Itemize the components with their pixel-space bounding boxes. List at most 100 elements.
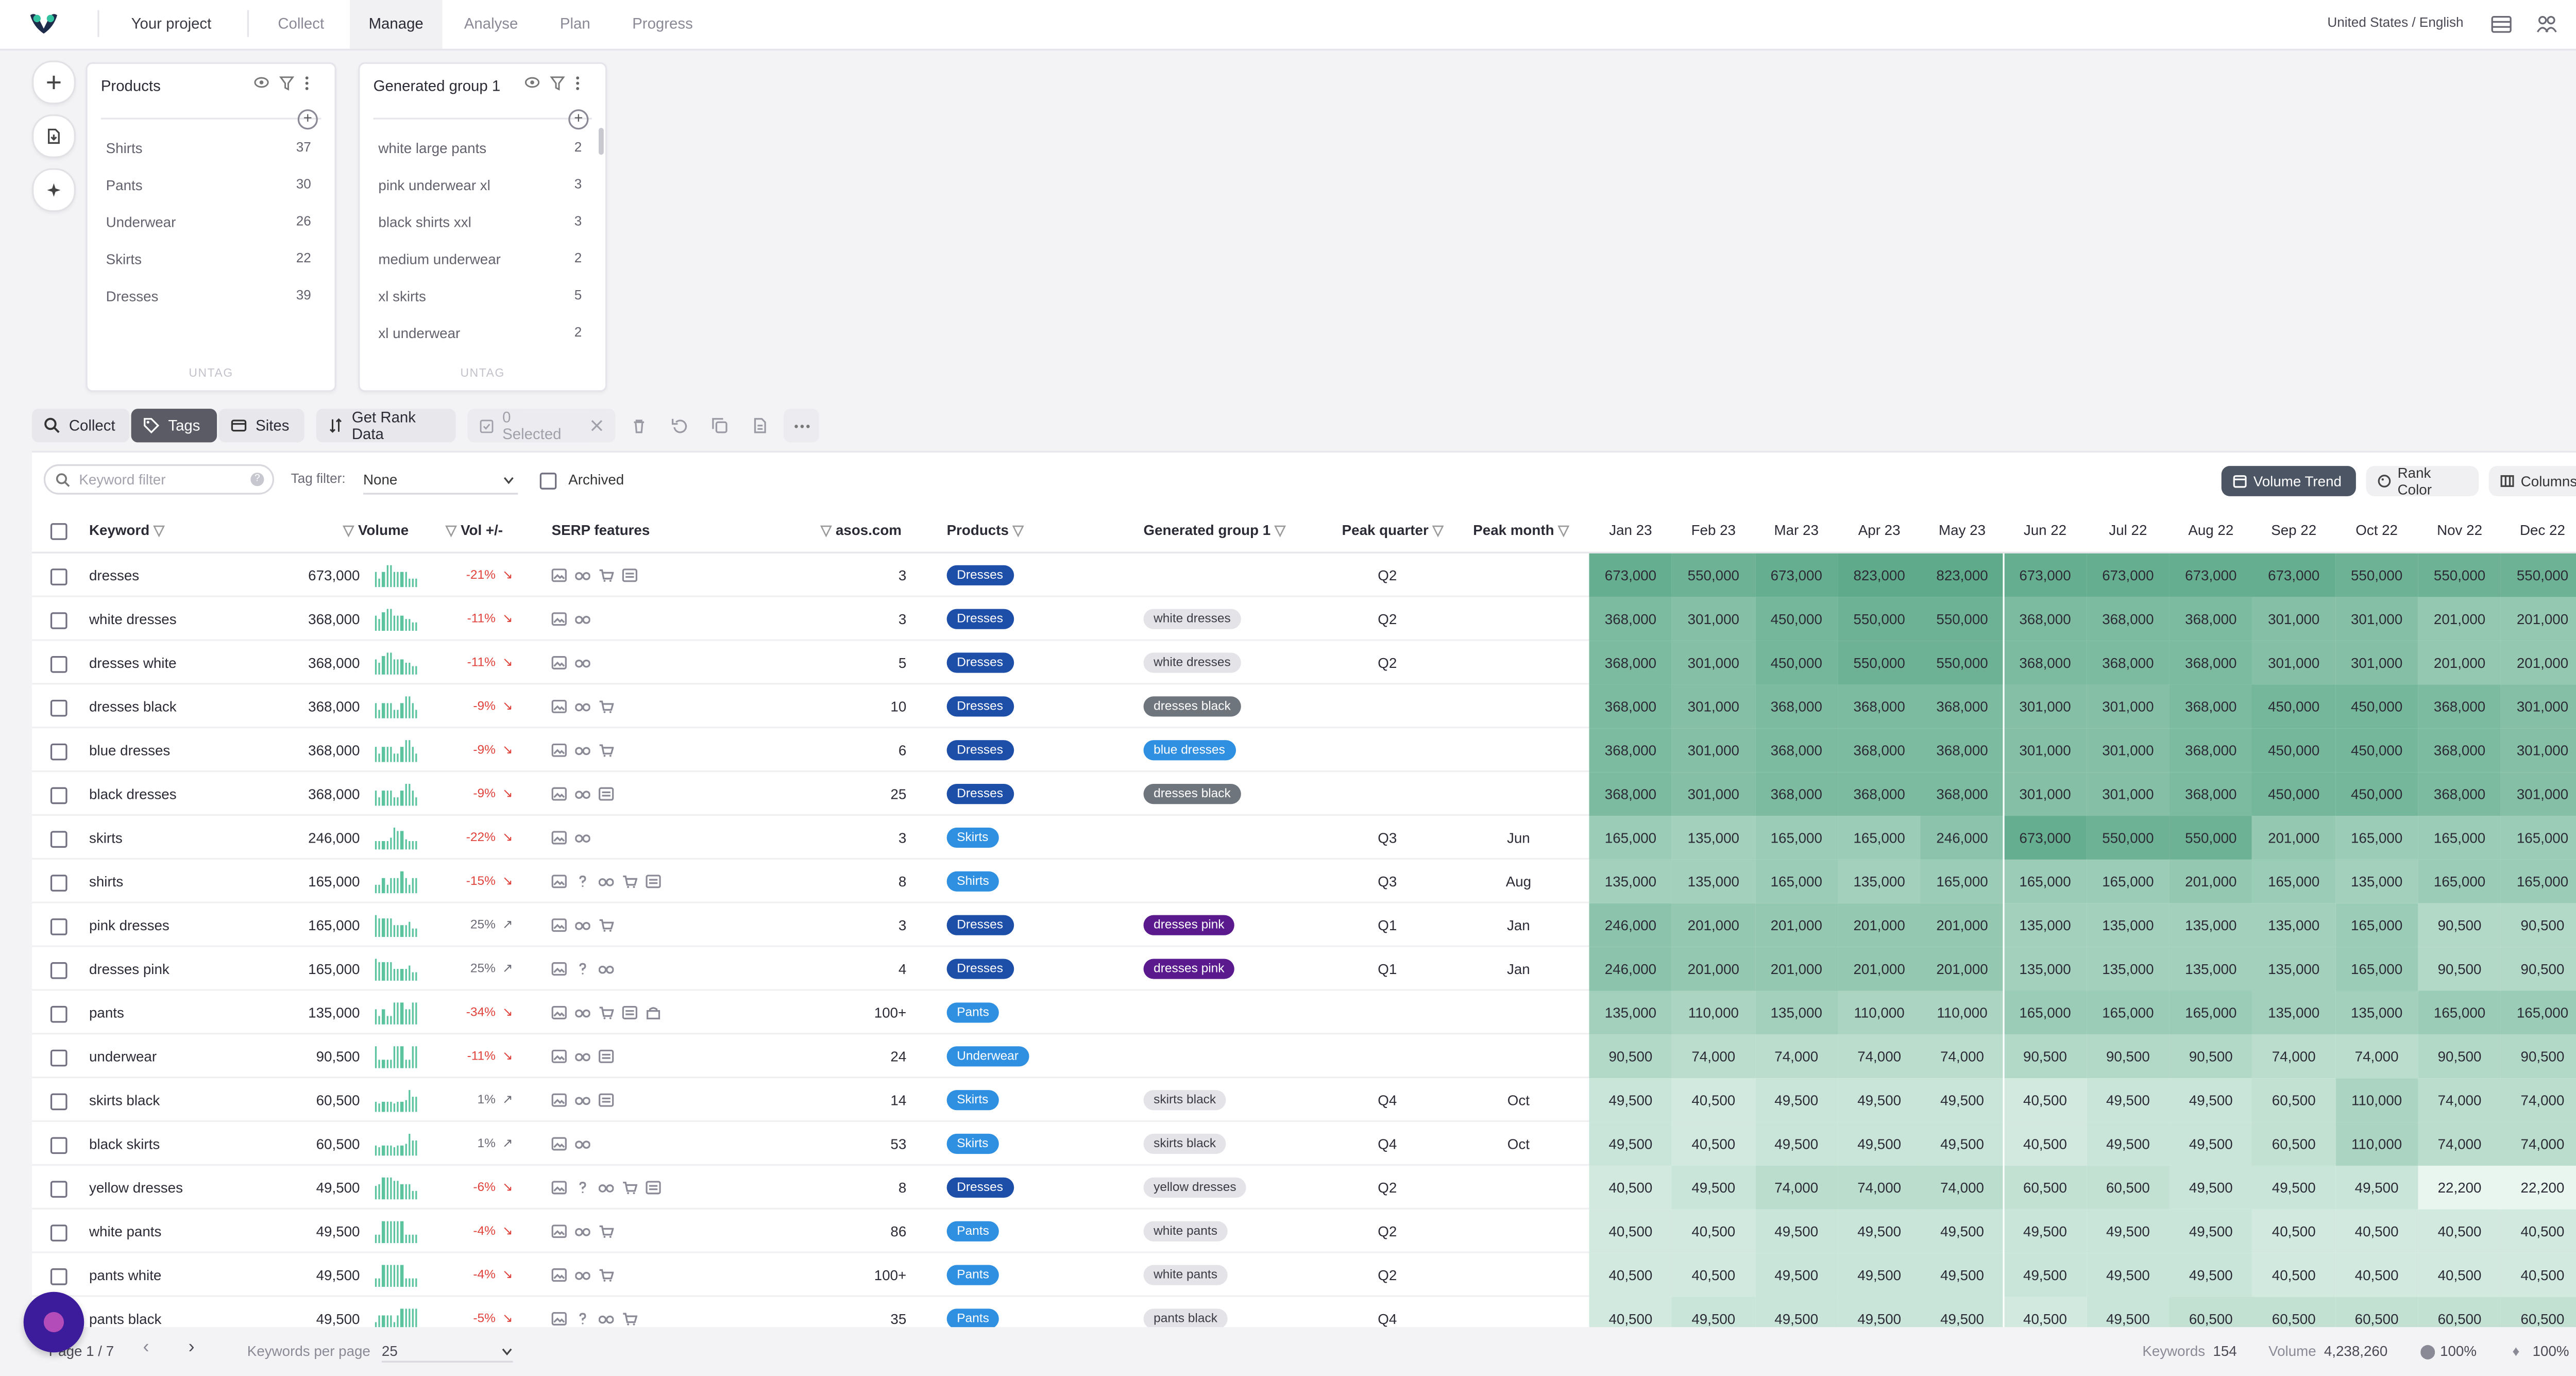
col-keyword-header[interactable]: Keyword ▽ bbox=[89, 522, 164, 540]
keyword-cell[interactable]: blue dresses bbox=[89, 742, 171, 759]
col-month-header[interactable]: Nov 22 bbox=[2437, 521, 2483, 539]
keyword-cell[interactable]: shirts bbox=[89, 873, 124, 890]
filter-funnel-icon[interactable]: ▽ bbox=[820, 521, 832, 539]
product-badge[interactable]: Dresses bbox=[946, 696, 1013, 717]
group-tag-badge[interactable]: skirts black bbox=[1143, 1090, 1226, 1111]
product-badge[interactable]: Dresses bbox=[946, 959, 1013, 979]
table-row[interactable]: pink dresses 165,000 25% ↗ 3 Dresses dresses p… bbox=[32, 903, 2576, 947]
tab-progress[interactable]: Progress bbox=[632, 15, 693, 32]
copy-icon[interactable] bbox=[711, 417, 728, 434]
untag-label[interactable]: UNTAG bbox=[460, 368, 505, 380]
table-row[interactable]: yellow dresses 49,500 -6% ↘ 8 Dresses yellow d… bbox=[32, 1165, 2576, 1210]
col-month-header[interactable]: Apr 23 bbox=[1858, 521, 1901, 539]
product-badge[interactable]: Dresses bbox=[946, 1177, 1013, 1198]
row-checkbox[interactable] bbox=[50, 787, 67, 804]
row-checkbox[interactable] bbox=[50, 568, 67, 585]
group-item-label[interactable]: black shirts xxl bbox=[378, 213, 471, 231]
table-row[interactable]: pants white 49,500 -4% ↘ 100+ Pants white pant… bbox=[32, 1253, 2576, 1297]
keyword-cell[interactable]: pants black bbox=[89, 1310, 162, 1328]
keyword-cell[interactable]: black dresses bbox=[89, 785, 177, 802]
filter-funnel-icon[interactable]: ▽ bbox=[1558, 521, 1569, 539]
tab-analyse[interactable]: Analyse bbox=[464, 15, 518, 32]
app-logo-icon[interactable] bbox=[28, 12, 59, 36]
visibility-eye-icon[interactable] bbox=[254, 76, 269, 89]
table-row[interactable]: black dresses 368,000 -9% ↘ 25 Dresses dresses… bbox=[32, 772, 2576, 816]
col-month-header[interactable]: Oct 22 bbox=[2355, 521, 2398, 539]
table-row[interactable]: skirts black 60,500 1% ↗ 14 Skirts skirts blac… bbox=[32, 1078, 2576, 1122]
sites-button[interactable]: Sites bbox=[218, 409, 304, 443]
row-checkbox[interactable] bbox=[50, 1137, 67, 1154]
tab-manage[interactable]: Manage bbox=[349, 0, 443, 49]
group-tag-badge[interactable]: dresses pink bbox=[1143, 959, 1235, 979]
group-card-title[interactable]: Generated group 1 bbox=[373, 77, 501, 94]
table-row[interactable]: pants 135,000 -34% ↘ 100+ Pants 135,000 110,000… bbox=[32, 991, 2576, 1035]
row-checkbox[interactable] bbox=[50, 831, 67, 848]
col-site-header[interactable]: ▽ asos.com bbox=[821, 522, 902, 540]
keyword-cell[interactable]: white pants bbox=[89, 1222, 162, 1240]
keyword-cell[interactable]: skirts black bbox=[89, 1092, 160, 1109]
table-row[interactable]: black skirts 60,500 1% ↗ 53 Skirts skirts blac… bbox=[32, 1122, 2576, 1166]
col-group1-header[interactable]: Generated group 1 ▽ bbox=[1144, 522, 1286, 540]
more-vertical-icon[interactable] bbox=[304, 76, 310, 91]
table-row[interactable]: dresses white 368,000 -11% ↘ 5 Dresses white d… bbox=[32, 641, 2576, 685]
per-page-select[interactable]: 25 bbox=[381, 1343, 513, 1363]
product-badge[interactable]: Dresses bbox=[946, 565, 1013, 585]
row-checkbox[interactable] bbox=[50, 1049, 67, 1067]
layout-icon[interactable] bbox=[2490, 13, 2512, 35]
group-tag-badge[interactable]: blue dresses bbox=[1143, 740, 1235, 761]
tab-plan[interactable]: Plan bbox=[560, 15, 590, 32]
group-item-label[interactable]: pink underwear xl bbox=[378, 176, 490, 194]
filter-funnel-icon[interactable] bbox=[279, 76, 295, 91]
col-month-header[interactable]: May 23 bbox=[1939, 521, 1986, 539]
untag-label[interactable]: UNTAG bbox=[189, 368, 233, 380]
keyword-cell[interactable]: underwear bbox=[89, 1048, 157, 1065]
more-vertical-icon[interactable] bbox=[575, 76, 580, 91]
table-row[interactable]: shirts 165,000 -15% ↘ 8 Shirts Q3 Aug 135,000 135… bbox=[32, 859, 2576, 903]
keyword-cell[interactable]: pink dresses bbox=[89, 916, 170, 934]
group-item-label[interactable]: medium underwear bbox=[378, 250, 501, 267]
group-item-label[interactable]: Pants bbox=[106, 176, 143, 194]
product-badge[interactable]: Shirts bbox=[946, 871, 999, 892]
tag-filter-select[interactable]: None bbox=[363, 466, 518, 495]
table-row[interactable]: blue dresses 368,000 -9% ↘ 6 Dresses blue dres… bbox=[32, 728, 2576, 773]
col-volume-header[interactable]: ▽ Volume bbox=[343, 522, 409, 540]
row-checkbox[interactable] bbox=[50, 1181, 67, 1198]
group-card-title[interactable]: Products bbox=[100, 77, 161, 94]
keyword-cell[interactable]: dresses white bbox=[89, 654, 177, 672]
table-row[interactable]: dresses pink 165,000 25% ↗ 4 Dresses dresses p… bbox=[32, 947, 2576, 991]
volume-trend-toggle[interactable]: Volume Trend bbox=[2221, 466, 2356, 496]
clear-selection-close-icon[interactable] bbox=[590, 419, 603, 432]
col-peak-month-header[interactable]: Peak month ▽ bbox=[1473, 522, 1569, 540]
help-icon[interactable]: ? bbox=[250, 473, 264, 486]
col-month-header[interactable]: Feb 23 bbox=[1691, 521, 1736, 539]
group-tag-badge[interactable]: dresses pink bbox=[1143, 915, 1235, 935]
row-checkbox[interactable] bbox=[50, 656, 67, 673]
undo-icon[interactable] bbox=[671, 417, 688, 434]
group-tag-badge[interactable]: dresses black bbox=[1143, 784, 1241, 804]
filter-funnel-icon[interactable]: ▽ bbox=[1274, 521, 1286, 539]
row-checkbox[interactable] bbox=[50, 962, 67, 979]
table-row[interactable]: white pants 49,500 -4% ↘ 86 Pants white pants Q… bbox=[32, 1209, 2576, 1253]
col-serp-header[interactable]: SERP features bbox=[551, 521, 650, 539]
add-group-button[interactable] bbox=[32, 60, 76, 105]
chat-assistant-avatar[interactable] bbox=[23, 1291, 84, 1353]
product-badge[interactable]: Pants bbox=[946, 1002, 999, 1023]
keyword-cell[interactable]: black skirts bbox=[89, 1135, 160, 1152]
col-month-header[interactable]: Dec 22 bbox=[2520, 521, 2565, 539]
filter-funnel-icon[interactable]: ▽ bbox=[1012, 521, 1024, 539]
col-peak-quarter-header[interactable]: Peak quarter ▽ bbox=[1342, 522, 1444, 540]
col-month-header[interactable]: Mar 23 bbox=[1774, 521, 1819, 539]
group-tag-badge[interactable]: white pants bbox=[1143, 1265, 1228, 1285]
filter-funnel-icon[interactable]: ▽ bbox=[153, 521, 165, 539]
row-checkbox[interactable] bbox=[50, 875, 67, 892]
product-badge[interactable]: Underwear bbox=[946, 1046, 1029, 1067]
columns-button[interactable]: Columns bbox=[2488, 466, 2576, 496]
row-checkbox[interactable] bbox=[50, 1268, 67, 1285]
product-badge[interactable]: Dresses bbox=[946, 784, 1013, 804]
table-row[interactable]: white dresses 368,000 -11% ↘ 3 Dresses white d… bbox=[32, 597, 2576, 641]
locale-selector[interactable]: United States / English bbox=[2327, 15, 2464, 30]
keyword-cell[interactable]: skirts bbox=[89, 829, 123, 846]
filter-funnel-icon[interactable] bbox=[550, 76, 565, 91]
product-badge[interactable]: Dresses bbox=[946, 740, 1013, 761]
group-tag-badge[interactable]: skirts black bbox=[1143, 1133, 1226, 1154]
